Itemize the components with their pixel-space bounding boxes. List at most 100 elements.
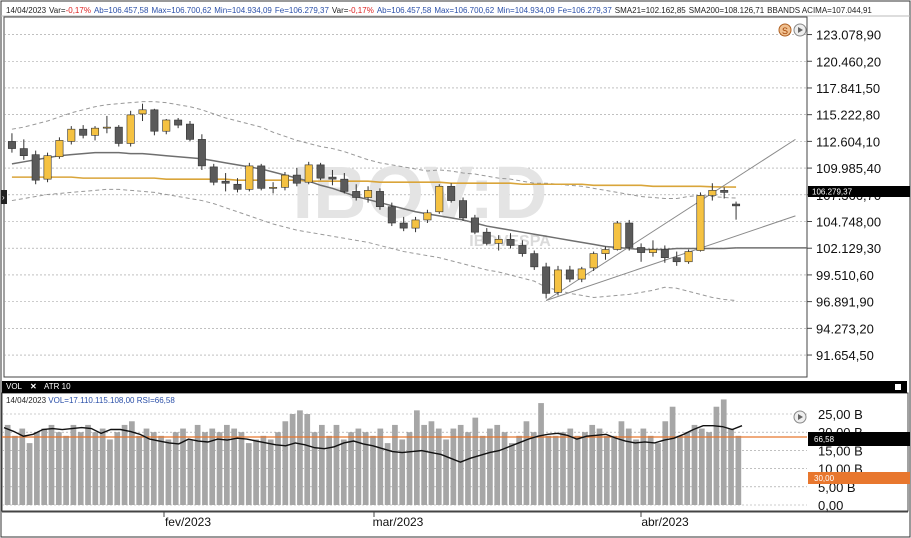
candle-down[interactable] xyxy=(209,166,218,183)
candle-up[interactable] xyxy=(91,127,100,136)
candle-down[interactable] xyxy=(150,109,159,132)
candle-up[interactable] xyxy=(55,140,64,158)
candle-down[interactable] xyxy=(530,253,539,268)
volume-bar xyxy=(245,443,252,505)
play-triangle-icon xyxy=(798,27,803,33)
candle-down[interactable] xyxy=(518,245,527,254)
candle-up[interactable] xyxy=(411,219,420,229)
header-date: 14/04/2023 xyxy=(6,6,47,15)
candle-down[interactable] xyxy=(387,206,396,224)
candle-down[interactable] xyxy=(186,123,194,140)
candle-down[interactable] xyxy=(542,266,551,294)
volume-bar xyxy=(392,424,398,505)
volume-bar xyxy=(435,428,442,505)
candle-up[interactable] xyxy=(304,164,313,183)
header-fe2: Fe=106.279,37 xyxy=(557,6,612,15)
candle-up[interactable] xyxy=(696,195,705,251)
candle-up[interactable] xyxy=(126,114,135,144)
volume-bar xyxy=(669,406,676,505)
volume-bar xyxy=(677,435,683,505)
candle-down[interactable] xyxy=(31,154,40,181)
volume-bar xyxy=(596,428,603,505)
candle-down[interactable] xyxy=(720,190,729,193)
candle-up[interactable] xyxy=(245,165,254,190)
candle-down[interactable] xyxy=(7,141,16,149)
candle-up[interactable] xyxy=(435,185,444,213)
volume-bar xyxy=(165,439,172,505)
volume-bar xyxy=(633,439,639,505)
candle-down[interactable] xyxy=(470,217,479,233)
candle-up[interactable] xyxy=(423,212,432,221)
volume-bar xyxy=(720,399,727,505)
volume-bar xyxy=(202,432,208,505)
candle-down[interactable] xyxy=(399,222,408,229)
price-tick-label: 117.841,50 xyxy=(816,81,880,96)
candle-down[interactable] xyxy=(197,139,206,167)
candle-down[interactable] xyxy=(482,231,491,244)
left-scroll-handle[interactable] xyxy=(1,190,7,204)
candle-down[interactable] xyxy=(672,257,681,263)
volume-bar xyxy=(136,435,143,505)
header-var2-value: -0,17% xyxy=(348,6,374,15)
candle-down[interactable] xyxy=(459,200,468,219)
candle-up[interactable] xyxy=(280,174,289,188)
candle-down[interactable] xyxy=(233,183,242,190)
candle-down[interactable] xyxy=(221,180,230,184)
tab-atr[interactable]: ATR 10 xyxy=(44,382,71,391)
volume-bar xyxy=(85,424,91,505)
volume-bar xyxy=(26,443,33,505)
volume-bar xyxy=(55,432,62,505)
candle-up[interactable] xyxy=(648,249,657,253)
candle-up[interactable] xyxy=(364,190,373,198)
candle-up[interactable] xyxy=(601,249,610,254)
candle-down[interactable] xyxy=(328,176,337,180)
candle-up[interactable] xyxy=(138,109,147,115)
candle-up[interactable] xyxy=(67,128,76,142)
volume-bar xyxy=(253,439,259,505)
candle-up[interactable] xyxy=(102,126,111,129)
candle-up[interactable] xyxy=(577,268,586,280)
candle-down[interactable] xyxy=(506,239,515,246)
maximize-icon[interactable] xyxy=(895,384,901,390)
candle-down[interactable] xyxy=(174,119,183,126)
price-tick-label: 123.078,90 xyxy=(816,28,881,43)
candle-down[interactable] xyxy=(625,222,634,248)
volume-bar xyxy=(238,432,245,505)
candle-up[interactable] xyxy=(162,119,171,132)
candle-up[interactable] xyxy=(269,187,278,189)
candle-down[interactable] xyxy=(19,148,28,156)
s-marker-icon[interactable] xyxy=(778,23,792,37)
header-sma200: SMA200=108.126,71 xyxy=(688,6,765,15)
tab-vol[interactable]: VOL xyxy=(6,382,23,391)
vol-header-date: 14/04/2023 xyxy=(6,396,47,405)
candle-down[interactable] xyxy=(292,174,301,184)
candle-down[interactable] xyxy=(375,191,384,207)
candle-down[interactable] xyxy=(340,178,349,192)
candle-up[interactable] xyxy=(589,253,598,269)
candle-down[interactable] xyxy=(447,185,456,201)
candle-down[interactable] xyxy=(114,126,123,144)
volume-bar xyxy=(92,432,99,505)
candle-down[interactable] xyxy=(637,247,646,253)
price-tick-label: 99.510,60 xyxy=(816,268,874,283)
candle-down[interactable] xyxy=(79,128,88,136)
trend-channel xyxy=(545,138,796,301)
volume-bar xyxy=(187,439,194,505)
price-tick-label: 104.748,00 xyxy=(816,214,881,229)
candle-down[interactable] xyxy=(352,191,361,198)
candle-down[interactable] xyxy=(565,269,574,280)
candle-down[interactable] xyxy=(660,249,669,258)
candle-up[interactable] xyxy=(554,269,562,293)
candle-up[interactable] xyxy=(708,190,717,196)
candle-down[interactable] xyxy=(257,165,266,189)
volume-bar xyxy=(472,417,479,505)
candle-up[interactable] xyxy=(684,251,693,263)
candle-down[interactable] xyxy=(732,203,741,207)
candle-down[interactable] xyxy=(316,164,325,179)
candle-up[interactable] xyxy=(613,222,622,250)
candle-up[interactable] xyxy=(43,155,52,180)
channel-line xyxy=(545,215,796,301)
candle-up[interactable] xyxy=(494,239,503,244)
candles[interactable] xyxy=(7,103,741,299)
close-icon[interactable]: ✕ xyxy=(30,382,37,391)
